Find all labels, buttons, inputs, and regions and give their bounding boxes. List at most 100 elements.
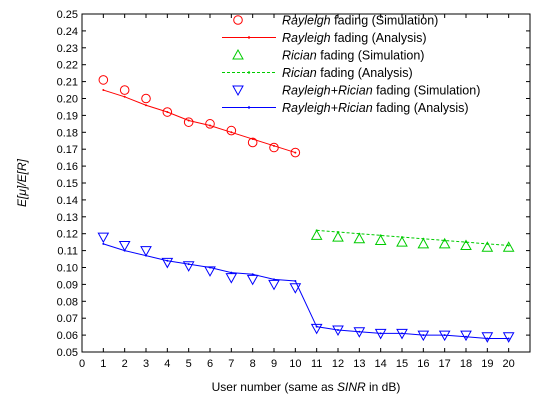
x-tick-label: 4	[164, 358, 170, 370]
x-tick-label: 10	[289, 358, 301, 370]
x-tick-label: 6	[207, 358, 213, 370]
data-point	[183, 117, 194, 127]
series-rician-ana	[315, 229, 510, 247]
data-point	[268, 279, 280, 291]
data-point	[310, 323, 323, 335]
legend-swatch-point	[247, 71, 251, 74]
y-tick-label: 0.23	[57, 43, 78, 55]
y-tick-label: 0.08	[57, 296, 78, 308]
line-point	[486, 337, 489, 340]
series-line	[103, 243, 509, 339]
data-point	[481, 241, 494, 252]
y-tick-label: 0.21	[57, 77, 78, 89]
line-point	[379, 332, 382, 335]
line-point	[166, 111, 169, 114]
line-point	[102, 89, 105, 92]
line-point	[145, 104, 147, 107]
x-tick-label: 19	[481, 358, 493, 370]
legend-label: Rayleigh+Rician fading (Analysis)	[282, 101, 469, 115]
x-tick-label: 9	[271, 358, 277, 370]
legend-swatch-point	[247, 36, 251, 39]
x-tick-label: 7	[228, 358, 234, 370]
line-point	[358, 330, 361, 333]
data-point	[140, 246, 152, 257]
line-point	[379, 234, 382, 237]
x-axis-label: User number (same as SINR in dB)	[212, 380, 401, 394]
line-point	[337, 329, 339, 332]
y-tick-label: 0.17	[57, 144, 78, 156]
legend-swatch	[232, 85, 244, 97]
data-point	[417, 237, 430, 249]
series-rayleigh-ana	[102, 89, 297, 154]
x-axis: 0 1 2 3 4 5 6 7 8 9 10 11 12 13 14 15 16 17 18 19 20	[79, 14, 515, 370]
x-tick-label: 1	[100, 358, 106, 370]
data-point	[353, 232, 366, 244]
line-point	[230, 271, 233, 274]
data-point	[310, 229, 323, 240]
y-tick-label: 0.06	[57, 330, 78, 342]
line-point	[443, 239, 446, 242]
y-tick-label: 0.15	[57, 178, 78, 190]
x-tick-label: 0	[79, 358, 85, 370]
y-tick-label: 0.24	[57, 26, 78, 38]
line-point	[465, 241, 467, 244]
x-tick-label: 20	[503, 358, 515, 370]
y-tick-label: 0.07	[57, 313, 78, 325]
line-point	[166, 259, 169, 262]
data-point	[332, 231, 344, 242]
data-point	[290, 147, 301, 158]
data-point	[119, 85, 130, 95]
series-layer	[97, 75, 515, 343]
data-point	[246, 274, 259, 286]
line-point	[251, 273, 254, 276]
data-point	[289, 283, 302, 294]
series-line	[103, 89, 296, 154]
x-tick-label: 12	[332, 358, 344, 370]
x-tick-label: 17	[439, 358, 451, 370]
legend-label: Rician fading (Analysis)	[282, 66, 413, 80]
series-rayleigh-sim	[98, 75, 301, 158]
y-tick-label: 0.09	[57, 279, 78, 291]
x-tick-label: 18	[460, 358, 472, 370]
x-tick-label: 3	[143, 358, 149, 370]
data-point	[481, 332, 494, 343]
data-point	[438, 237, 451, 249]
line-point	[187, 119, 190, 122]
line-point	[507, 337, 510, 340]
y-tick-label: 0.13	[57, 212, 78, 224]
legend-entry: Rayleigh+Rician fading (Simulation)	[232, 84, 480, 98]
data-point	[460, 330, 472, 342]
y-axis: 0.05 0.06 0.07 0.08 0.09 0.10 0.11 0.12 0.13 0.14…	[57, 9, 530, 359]
y-tick-label: 0.05	[57, 347, 78, 359]
line-point	[507, 244, 510, 247]
line-point	[102, 242, 105, 245]
legend: Rayleigh fading (Simulation) Rayleigh fad…	[222, 14, 480, 115]
line-point	[123, 249, 126, 252]
legend-label: Rician fading (Simulation)	[282, 49, 424, 63]
data-point	[162, 107, 173, 117]
x-tick-label: 15	[396, 358, 408, 370]
line-point	[401, 332, 403, 335]
data-point	[182, 261, 195, 272]
line-point	[187, 263, 190, 266]
y-tick-label: 0.12	[57, 229, 78, 241]
line-point	[422, 334, 425, 337]
legend-entry: Rician fading (Simulation)	[232, 48, 424, 63]
data-point	[141, 93, 151, 104]
y-tick-label: 0.10	[57, 263, 78, 275]
line-point	[209, 124, 211, 127]
legend-label: Rayleigh+Rician fading (Simulation)	[282, 84, 480, 98]
y-tick-label: 0.25	[57, 9, 78, 21]
line-point	[294, 151, 297, 154]
legend-swatch	[232, 48, 244, 60]
line-point	[145, 254, 147, 257]
series-rician-sim	[310, 229, 515, 252]
y-axis-label: E[μ]/E[R]	[15, 158, 29, 207]
legend-swatch	[233, 15, 243, 25]
line-point	[337, 231, 339, 234]
data-point	[225, 273, 238, 284]
legend-entry: Rayleigh fading (Simulation)	[233, 14, 438, 28]
y-tick-label: 0.14	[57, 195, 78, 207]
y-tick-label: 0.16	[57, 161, 78, 173]
